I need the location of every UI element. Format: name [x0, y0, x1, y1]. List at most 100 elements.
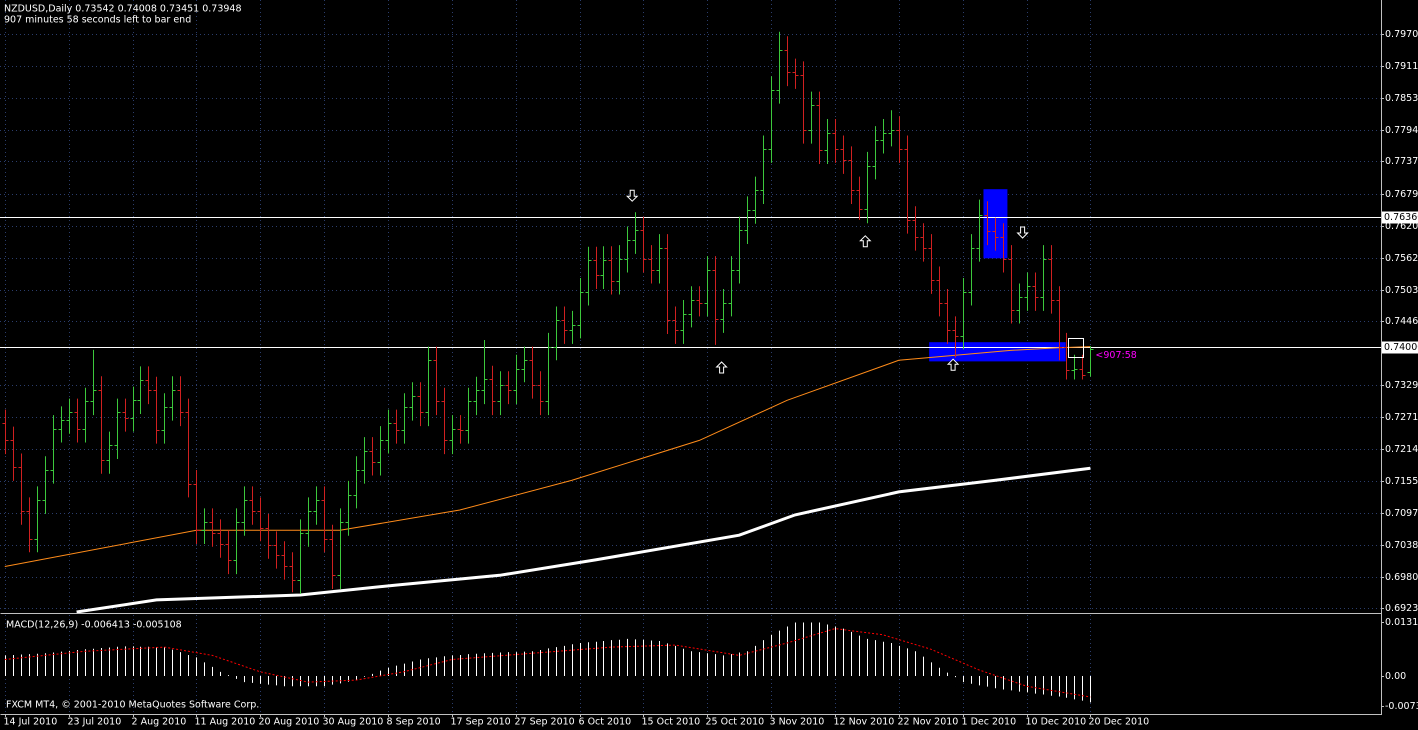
- price-bar: [824, 119, 831, 164]
- price-bar: [74, 398, 81, 443]
- price-bar: [928, 234, 935, 294]
- x-tick-label: 17 Sep 2010: [451, 717, 511, 728]
- y-tick-label: 0.70385: [1385, 540, 1418, 551]
- signal-arrow: [859, 235, 872, 248]
- price-bar: [153, 376, 160, 444]
- price-bar: [1032, 272, 1039, 311]
- price-bar: [1024, 272, 1031, 311]
- y-tick-label: 0.73295: [1385, 380, 1418, 391]
- macd-panel: [4, 622, 1091, 703]
- signal-arrow: [715, 361, 728, 374]
- x-tick-label: 2 Aug 2010: [132, 717, 187, 728]
- x-tick-label: 11 Aug 2010: [195, 717, 256, 728]
- x-tick-label: 23 Jul 2010: [68, 717, 122, 728]
- price-bar: [1016, 283, 1023, 324]
- price-bar: [792, 58, 799, 89]
- price-bar: [1056, 286, 1063, 361]
- price-bar: [768, 76, 775, 163]
- price-bar: [10, 426, 17, 481]
- price-bar: [353, 456, 360, 509]
- price-bar: [936, 266, 943, 317]
- price-panel: [0, 0, 1381, 714]
- price-bar: [281, 541, 288, 580]
- price-bar: [489, 365, 496, 416]
- y-tick-label: 0.01314: [1385, 617, 1418, 628]
- y-tick-label: -0.00734: [1385, 701, 1418, 712]
- price-bar: [976, 199, 983, 262]
- price-bar: [808, 91, 815, 144]
- price-bar: [920, 223, 927, 262]
- price-bar: [672, 306, 679, 344]
- moving-average: [4, 346, 1091, 567]
- price-bar: [58, 406, 65, 443]
- price-bar: [960, 278, 967, 350]
- price-bar: [872, 126, 879, 180]
- price-bar: [193, 469, 200, 544]
- price-bar: [122, 398, 129, 432]
- price-bar: [608, 246, 615, 295]
- level-label-box: [1382, 341, 1418, 354]
- price-bar: [185, 398, 192, 498]
- price-bar: [425, 346, 432, 427]
- price-bar: [497, 371, 504, 416]
- price-bar: [712, 256, 719, 345]
- price-bar: [257, 497, 264, 542]
- price-bar: [569, 310, 576, 344]
- price-bar: [345, 480, 352, 536]
- price-bar: [664, 234, 671, 334]
- price-bar: [377, 426, 384, 476]
- price-bar: [481, 340, 488, 405]
- price-bar: [904, 135, 911, 234]
- price-bar: [816, 91, 823, 164]
- price-bar: [992, 217, 999, 251]
- price-bar: [18, 453, 25, 525]
- x-tick-label: 1 Dec 2010: [962, 717, 1017, 728]
- price-bar: [90, 349, 97, 416]
- price-bar: [1000, 223, 1007, 273]
- price-bar: [433, 346, 440, 416]
- bar-timer: <907:58: [1095, 350, 1136, 361]
- price-bar: [217, 519, 224, 558]
- price-bar: [177, 376, 184, 427]
- price-bar: [561, 306, 568, 344]
- y-tick-label: 0.00: [1385, 671, 1406, 682]
- x-tick-label: 14 Jul 2010: [4, 717, 58, 728]
- y-tick-label: 0.77375: [1385, 156, 1418, 167]
- price-bar: [209, 508, 216, 547]
- moving-average: [76, 466, 1091, 614]
- price-bar: [728, 256, 735, 317]
- price-bar: [409, 382, 416, 421]
- price-bar: [1040, 245, 1047, 311]
- y-tick-label: 0.74465: [1385, 316, 1418, 327]
- x-tick-label: 27 Sep 2010: [515, 717, 575, 728]
- price-bar: [640, 216, 647, 273]
- price-bar: [313, 486, 320, 525]
- price-bar: [169, 376, 176, 421]
- price-bar: [704, 256, 711, 317]
- price-bar: [521, 346, 528, 383]
- price-bar: [593, 246, 600, 289]
- price-bar: [776, 31, 783, 104]
- y-tick-label: 0.77945: [1385, 125, 1418, 136]
- price-bar: [441, 387, 448, 455]
- price-bar: [289, 552, 296, 593]
- price-bar: [82, 387, 89, 443]
- price-bar: [968, 234, 975, 306]
- y-tick-label: 0.79115: [1385, 61, 1418, 72]
- x-tick-label: 6 Oct 2010: [579, 717, 632, 728]
- price-bar: [656, 234, 663, 284]
- x-tick-label: 15 Oct 2010: [642, 717, 701, 728]
- x-tick-label: 3 Nov 2010: [770, 717, 825, 728]
- order-marker: [1068, 338, 1084, 358]
- price-bar: [273, 531, 280, 569]
- price-bar: [760, 135, 767, 204]
